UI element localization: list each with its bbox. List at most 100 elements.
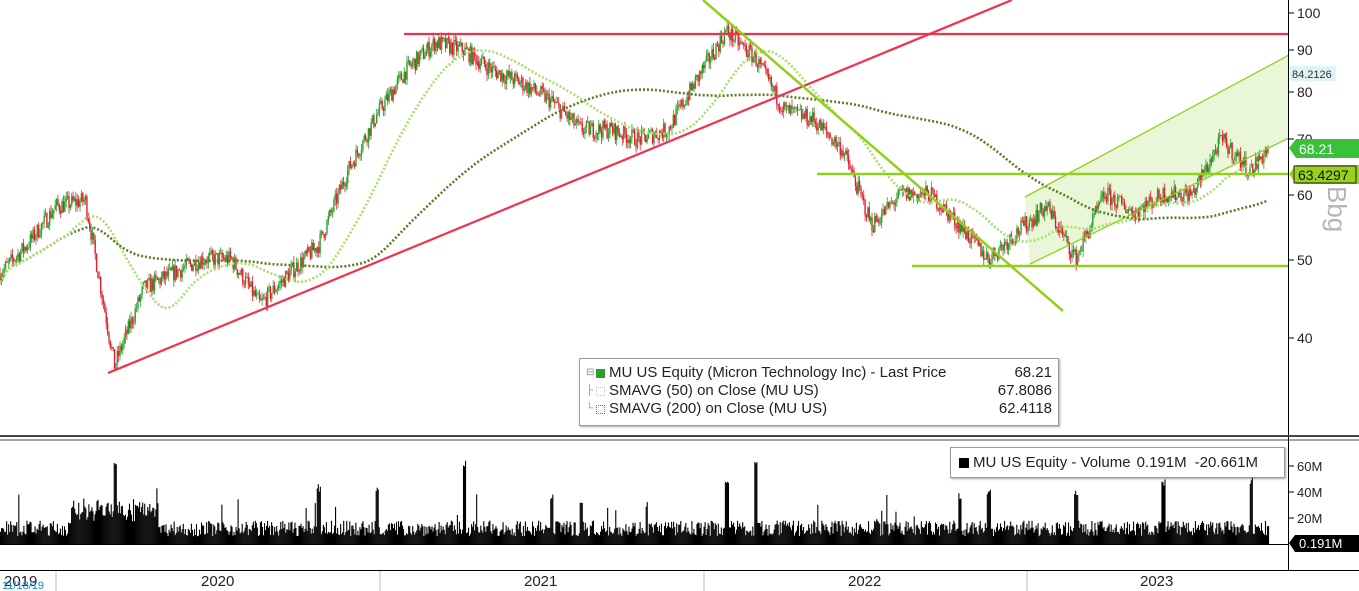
- candle-body: [842, 150, 844, 157]
- candle-body: [889, 202, 891, 208]
- volume-bar: [23, 525, 25, 544]
- volume-bar: [857, 529, 859, 544]
- volume-bar: [715, 525, 717, 544]
- candle-body: [665, 135, 668, 137]
- volume-bar: [772, 533, 774, 544]
- volume-bar: [1051, 525, 1053, 544]
- volume-bar: [755, 463, 757, 544]
- volume-bar: [258, 534, 260, 544]
- volume-bar: [483, 521, 485, 544]
- candle-body: [324, 233, 327, 238]
- volume-bar: [336, 533, 338, 544]
- candle-body: [661, 133, 663, 138]
- candle-body: [1130, 208, 1133, 211]
- volume-bar: [1216, 523, 1218, 544]
- volume-bar: [189, 532, 191, 544]
- volume-bar: [88, 504, 90, 544]
- candle-body: [210, 250, 212, 254]
- candle-body: [32, 229, 34, 239]
- candle-body: [867, 207, 869, 218]
- volume-bar: [1180, 527, 1182, 544]
- volume-bar: [105, 506, 107, 544]
- volume-bar: [26, 520, 28, 544]
- volume-bar: [528, 530, 531, 544]
- volume-bar: [882, 534, 884, 544]
- volume-bar: [45, 527, 47, 544]
- candle-body: [890, 202, 893, 203]
- volume-bar: [134, 521, 136, 544]
- volume-bar: [948, 533, 950, 544]
- volume-bar: [380, 534, 382, 544]
- volume-bar: [298, 525, 300, 544]
- candle-body: [233, 257, 236, 269]
- volume-bar: [536, 530, 538, 544]
- price-tick-50: 50: [1297, 252, 1313, 268]
- candle-body: [1074, 249, 1076, 252]
- candle-body: [774, 86, 777, 92]
- candle-body: [795, 106, 797, 108]
- volume-bar: [0, 531, 2, 544]
- volume-bar: [652, 532, 654, 544]
- candle-body: [767, 73, 770, 80]
- candle-body: [875, 216, 877, 222]
- candle-body: [98, 277, 101, 279]
- candle-body: [308, 246, 310, 252]
- volume-bar: [619, 527, 621, 544]
- volume-bar: [416, 530, 418, 544]
- candle-body: [298, 270, 301, 272]
- volume-bar: [103, 515, 105, 544]
- volume-bar: [659, 532, 661, 544]
- volume-bar: [519, 521, 521, 544]
- candle-body: [555, 102, 557, 104]
- volume-bar: [884, 521, 886, 544]
- candle-body: [869, 217, 872, 221]
- candle-body: [1191, 192, 1193, 196]
- volume-bar: [274, 527, 276, 544]
- volume-bar: [1043, 527, 1045, 544]
- candle-body: [799, 109, 801, 111]
- candle-body: [209, 253, 211, 256]
- volume-bar: [820, 534, 822, 544]
- volume-bar: [1012, 525, 1014, 544]
- volume-bar: [795, 530, 798, 544]
- volume-bar: [192, 536, 194, 544]
- candle-body: [71, 196, 73, 206]
- candle-body: [167, 269, 170, 277]
- candle-body: [771, 85, 774, 87]
- volume-bar: [982, 532, 984, 544]
- candle-body: [1212, 155, 1214, 163]
- candle-body: [1242, 160, 1244, 165]
- candle-body: [989, 262, 992, 265]
- volume-bar: [1206, 524, 1208, 544]
- volume-bar: [147, 506, 149, 544]
- candle-body: [1225, 137, 1228, 147]
- volume-bar: [244, 527, 246, 544]
- volume-bar: [389, 530, 391, 544]
- x-label-2020: 2020: [201, 573, 234, 590]
- volume-bar: [521, 536, 523, 544]
- candle-body: [353, 162, 356, 167]
- legend-value: 67.8086: [997, 382, 1052, 399]
- candle-body: [112, 347, 114, 349]
- volume-bar: [346, 520, 348, 544]
- candle-body: [193, 260, 196, 266]
- volume-bar: [1098, 525, 1100, 544]
- volume-bar: [1106, 527, 1108, 544]
- volume-bar: [245, 521, 247, 544]
- volume-bar: [781, 522, 783, 544]
- candle-body: [1180, 193, 1182, 202]
- volume-bar: [909, 527, 911, 544]
- candle-body: [468, 48, 470, 63]
- candle-body: [748, 45, 750, 58]
- candle-body: [31, 234, 33, 239]
- volume-bar: [1268, 526, 1270, 544]
- candle-body: [265, 296, 267, 307]
- volume-bar: [637, 533, 639, 544]
- volume-bar: [1006, 526, 1008, 544]
- volume-bar: [1104, 531, 1106, 544]
- candle-body: [733, 40, 735, 42]
- volume-bar: [319, 486, 321, 544]
- candle-body: [77, 199, 80, 207]
- volume-bar: [132, 499, 135, 544]
- candle-body: [191, 263, 193, 271]
